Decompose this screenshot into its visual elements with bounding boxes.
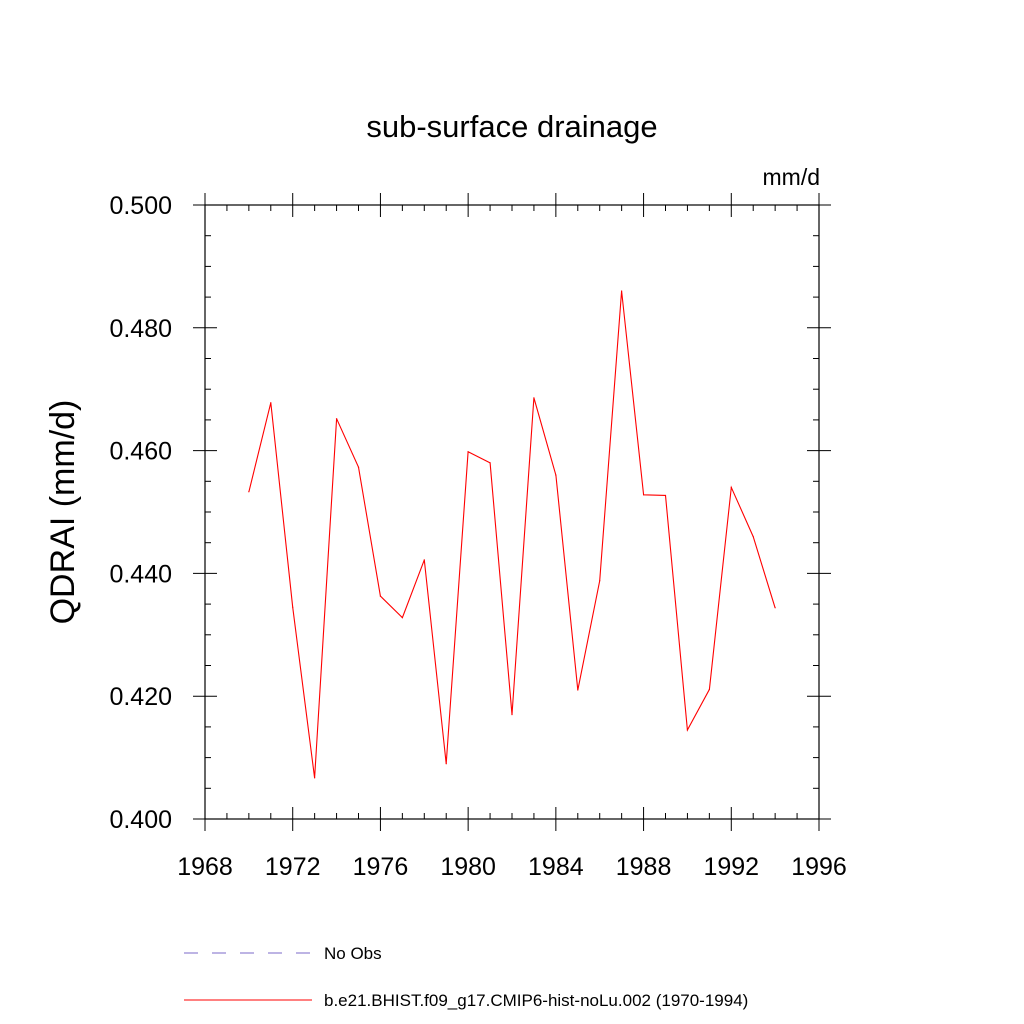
x-tick-label: 1972 bbox=[265, 853, 321, 881]
y-tick-label: 0.400 bbox=[109, 806, 172, 834]
data-point bbox=[445, 763, 447, 765]
data-point bbox=[357, 466, 360, 468]
data-point bbox=[489, 462, 491, 464]
x-tick-label: 1996 bbox=[791, 853, 847, 881]
x-tick-label: 1984 bbox=[528, 853, 584, 881]
data-point bbox=[270, 402, 272, 404]
plot-frame bbox=[204, 204, 820, 820]
series-line bbox=[248, 290, 776, 778]
data-point bbox=[774, 607, 776, 609]
data-point bbox=[599, 580, 601, 582]
y-tick-label: 0.460 bbox=[109, 438, 172, 466]
data-point bbox=[401, 617, 403, 619]
data-point bbox=[314, 777, 316, 779]
y-tick-label: 0.420 bbox=[109, 683, 172, 711]
data-point bbox=[621, 290, 623, 292]
data-point bbox=[752, 535, 754, 538]
data-point bbox=[423, 559, 425, 561]
data-point bbox=[642, 494, 645, 496]
data-point bbox=[292, 606, 294, 608]
x-tick-label: 1988 bbox=[616, 853, 672, 881]
x-tick-label: 1980 bbox=[440, 853, 496, 881]
legend-label: No Obs bbox=[324, 944, 382, 963]
data-point bbox=[577, 689, 579, 691]
data-point bbox=[708, 688, 710, 691]
data-point bbox=[335, 418, 338, 420]
data-point bbox=[533, 397, 535, 399]
legend: No Obs b.e21.BHIST.f09_g17.CMIP6-hist-noL… bbox=[184, 944, 748, 1010]
data-point bbox=[730, 486, 732, 489]
y-tick-label: 0.480 bbox=[109, 315, 172, 343]
x-ticks bbox=[204, 193, 820, 831]
data-point bbox=[664, 494, 667, 497]
y-tick-label: 0.500 bbox=[109, 192, 172, 220]
y-tick-labels: 0.400 0.420 0.440 0.460 0.480 0.500 bbox=[109, 192, 172, 834]
data-point bbox=[686, 729, 689, 731]
y-tick-label: 0.440 bbox=[109, 560, 172, 588]
series-layer bbox=[248, 290, 776, 779]
data-point bbox=[467, 451, 469, 453]
y-ticks bbox=[193, 204, 831, 820]
units-label: mm/d bbox=[763, 164, 821, 190]
data-point bbox=[248, 491, 250, 493]
x-tick-label: 1968 bbox=[177, 853, 233, 881]
legend-label: b.e21.BHIST.f09_g17.CMIP6-hist-noLu.002 … bbox=[324, 991, 748, 1010]
data-point bbox=[555, 474, 557, 476]
y-axis-label: QDRAI (mm/d) bbox=[44, 400, 82, 625]
data-point bbox=[379, 595, 382, 597]
x-tick-label: 1992 bbox=[703, 853, 759, 881]
x-tick-label: 1976 bbox=[353, 853, 409, 881]
data-point bbox=[511, 714, 513, 716]
x-tick-labels: 1968 1972 1976 1980 1984 1988 1992 1996 bbox=[177, 853, 847, 881]
chart-title: sub-surface drainage bbox=[366, 109, 657, 144]
